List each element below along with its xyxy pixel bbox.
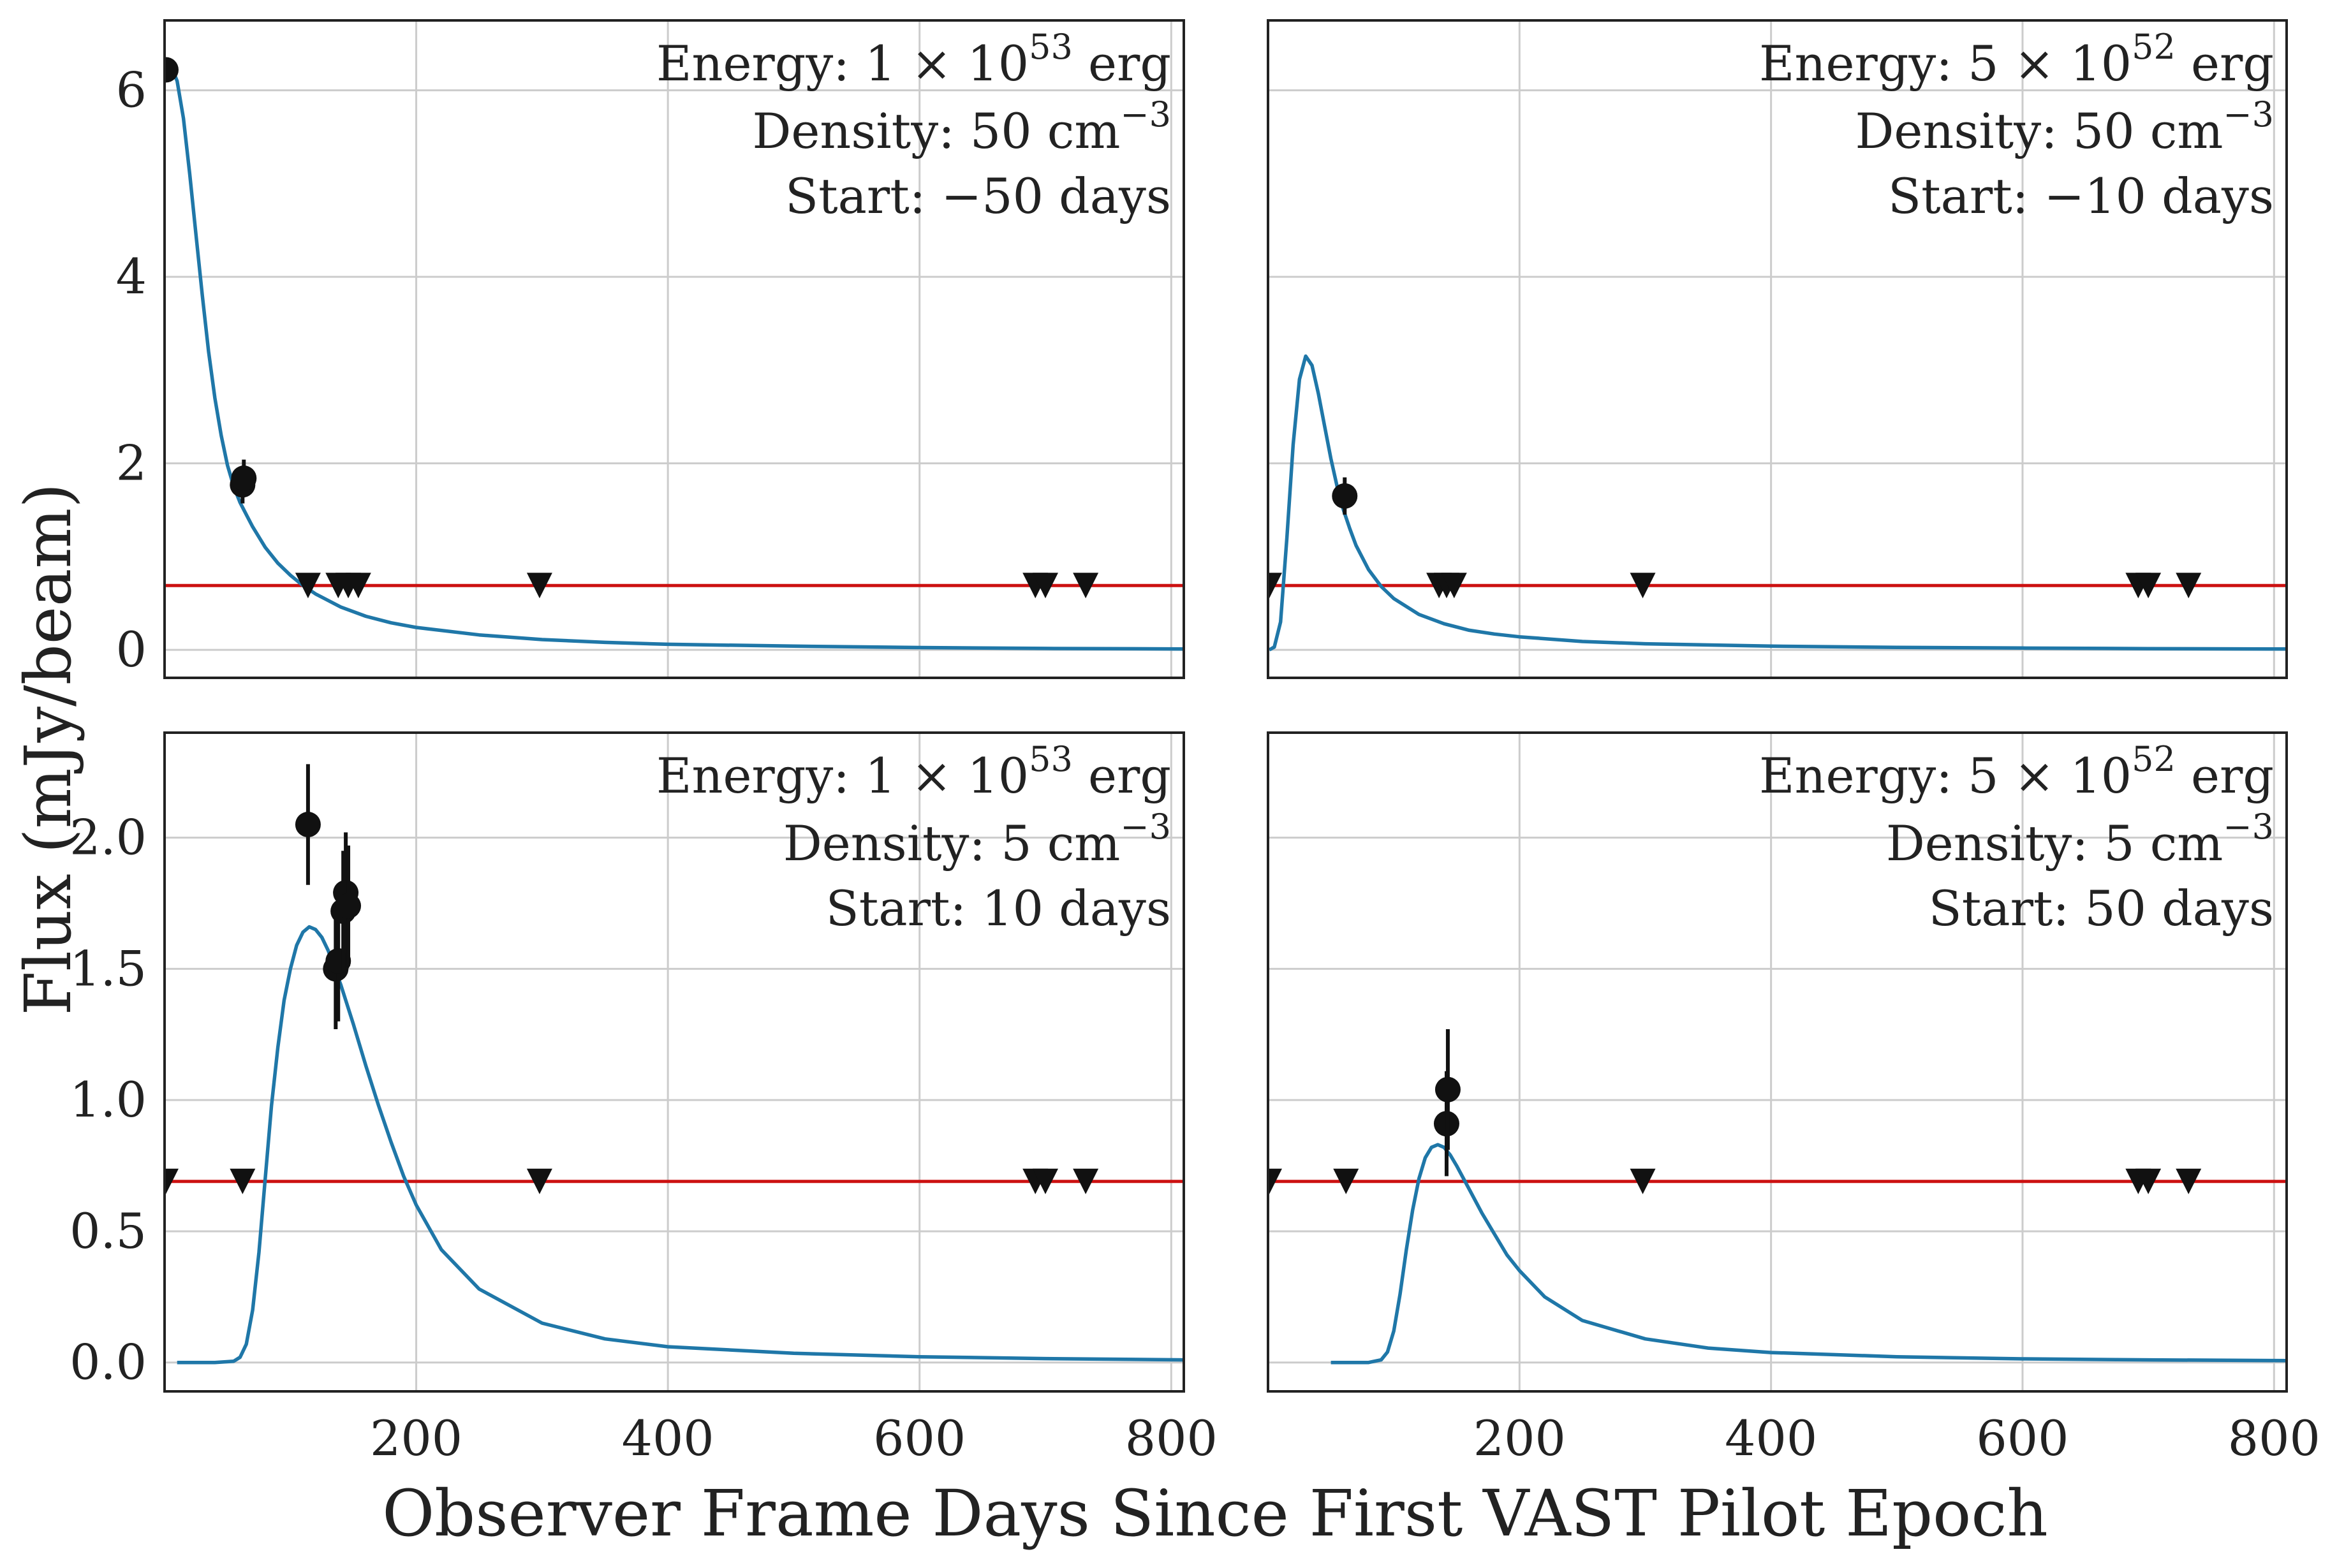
afterglow-model-line xyxy=(1331,1143,2287,1365)
x-tick-label: 600 xyxy=(873,1410,966,1467)
upper-limit-marker xyxy=(1333,1168,1359,1194)
energy-annotation: Energy: 5 × 1052 erg xyxy=(1759,27,2274,92)
plot-area xyxy=(1268,354,2287,652)
upper-limit-marker xyxy=(1630,1168,1656,1194)
upper-limit-marker xyxy=(1073,573,1099,599)
x-tick-label: 600 xyxy=(1976,1410,2068,1467)
y-tick-label: 2.0 xyxy=(70,809,147,866)
upper-limit-marker xyxy=(1032,1168,1058,1194)
upper-limit-marker xyxy=(295,573,321,599)
detection-point xyxy=(295,812,321,838)
upper-limit-marker xyxy=(2135,1168,2162,1194)
detection-point xyxy=(231,465,257,492)
x-tick-label: 400 xyxy=(622,1410,714,1467)
density-annotation: Density: 50 cm−3 xyxy=(1855,94,2274,159)
x-tick-label: 400 xyxy=(1725,1410,1817,1467)
upper-limit-marker xyxy=(230,1168,256,1194)
x-tick-label: 200 xyxy=(1473,1410,1566,1467)
density-annotation: Density: 5 cm−3 xyxy=(1886,807,2274,872)
panel-bottom-left: 200 400 600 800 0.0 0.5 1.0 1.5 2.0 Energy: 1 × 1… xyxy=(70,731,1218,1467)
plot-area xyxy=(1268,1029,2287,1365)
plot-area xyxy=(165,57,1184,651)
y-tick-label: 1.0 xyxy=(70,1071,147,1128)
start-annotation: Start: −10 days xyxy=(1888,168,2274,224)
upper-limit-marker xyxy=(526,1168,552,1194)
upper-limit-marker xyxy=(1268,1168,1282,1194)
upper-limit-marker xyxy=(1630,573,1656,599)
y-tick-label: 4 xyxy=(116,248,147,305)
plot-area xyxy=(165,764,1184,1365)
afterglow-model-line xyxy=(177,925,1184,1365)
x-tick-label: 200 xyxy=(370,1410,462,1467)
start-annotation: Start: −50 days xyxy=(785,168,1171,224)
detection-point xyxy=(1434,1076,1461,1103)
detection-point xyxy=(335,893,362,919)
y-tick-label: 0 xyxy=(116,621,147,678)
x-tick-label: 800 xyxy=(1125,1410,1218,1467)
energy-annotation: Energy: 1 × 1053 erg xyxy=(656,27,1171,92)
upper-limit-marker xyxy=(1032,573,1058,599)
upper-limit-marker xyxy=(1441,573,1467,599)
afterglow-model-line xyxy=(165,63,1184,651)
axes-frame xyxy=(1267,19,2288,679)
y-tick-label: 6 xyxy=(116,62,147,119)
start-annotation: Start: 10 days xyxy=(826,880,1171,937)
x-tick-label: 800 xyxy=(2228,1410,2320,1467)
upper-limit-marker xyxy=(165,1168,179,1194)
detection-point xyxy=(165,57,179,83)
x-axis-label: Observer Frame Days Since First VAST Pil… xyxy=(382,1476,2048,1551)
start-annotation: Start: 50 days xyxy=(1929,880,2274,937)
upper-limit-marker xyxy=(1268,573,1282,599)
axes-frame xyxy=(163,731,1185,1393)
upper-limit-marker xyxy=(2135,573,2162,599)
density-annotation: Density: 5 cm−3 xyxy=(783,807,1171,872)
y-tick-label: 0.0 xyxy=(70,1334,147,1391)
afterglow-model-line xyxy=(1268,354,2287,652)
density-annotation: Density: 50 cm−3 xyxy=(752,94,1171,159)
axes-frame xyxy=(1267,731,2288,1393)
axes-frame xyxy=(163,19,1185,679)
upper-limit-marker xyxy=(2176,573,2202,599)
detection-point xyxy=(1332,483,1358,509)
y-tick-label: 1.5 xyxy=(70,940,147,997)
upper-limit-marker xyxy=(1073,1168,1099,1194)
y-tick-label: 0.5 xyxy=(70,1203,147,1259)
upper-limit-marker xyxy=(2176,1168,2202,1194)
energy-annotation: Energy: 1 × 1053 erg xyxy=(656,739,1171,804)
upper-limit-marker xyxy=(526,573,552,599)
panel-bottom-right: 200 400 600 800 Energy: 5 × 1052 ergDensity:… xyxy=(1267,731,2320,1467)
energy-annotation: Energy: 5 × 1052 erg xyxy=(1759,739,2274,804)
upper-limit-marker xyxy=(345,573,371,599)
y-axis-label: Flux (mJy/beam) xyxy=(11,483,85,1016)
y-tick-label: 2 xyxy=(116,435,147,492)
